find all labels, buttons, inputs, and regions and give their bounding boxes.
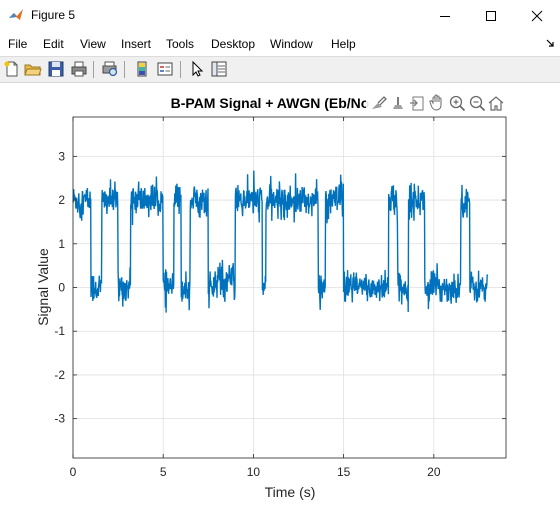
x-tick-label: 10 [247, 465, 261, 479]
x-tick-label: 15 [337, 465, 351, 479]
minimize-button[interactable] [422, 0, 468, 31]
x-tick-label: 20 [427, 465, 441, 479]
figure-canvas: 0 5 10 15 20 -3 -2 -1 0 1 2 3 B-PAM Signal + AWGN (… [0, 83, 560, 505]
export-icon[interactable] [410, 96, 424, 111]
chart-title: B-PAM Signal + AWGN (Eb/No [171, 95, 370, 111]
menu-view[interactable]: View [80, 37, 106, 51]
menu-insert[interactable]: Insert [121, 37, 152, 51]
y-tick-label: 2 [58, 193, 65, 207]
menu-help[interactable]: Help [331, 37, 356, 51]
close-button[interactable] [514, 0, 560, 31]
y-tick-label: -1 [54, 324, 65, 338]
menu-window[interactable]: Window [270, 37, 313, 51]
window-titlebar: Figure 5 [0, 0, 560, 31]
brush-icon[interactable] [372, 96, 387, 109]
open-file-icon[interactable] [24, 60, 42, 78]
property-inspector-icon[interactable] [210, 60, 228, 78]
y-tick-label: -2 [54, 368, 65, 382]
close-icon [531, 10, 543, 21]
minimize-icon [440, 15, 450, 17]
figure-toolbar [0, 57, 560, 83]
restore-view-icon[interactable] [488, 96, 504, 111]
maximize-button[interactable] [468, 0, 514, 31]
data-series [72, 170, 489, 313]
y-tick-label: 3 [58, 149, 65, 163]
pan-icon[interactable] [429, 94, 442, 111]
toolbar-separator [124, 61, 125, 78]
window-title: Figure 5 [31, 8, 76, 22]
x-tick-label: 5 [160, 465, 167, 479]
tick-marks: 0 5 10 15 20 -3 -2 -1 0 1 2 3 [54, 117, 506, 479]
menu-file[interactable]: File [8, 37, 28, 51]
save-icon[interactable] [47, 60, 65, 78]
print-preview-icon[interactable] [101, 60, 119, 78]
menu-edit[interactable]: Edit [43, 37, 64, 51]
y-tick-label: 1 [58, 237, 65, 251]
toolbar-separator [93, 61, 94, 78]
matlab-app-icon [9, 9, 23, 20]
maximize-icon [486, 10, 496, 21]
axes-toolbar [366, 91, 506, 115]
y-tick-label: -3 [54, 412, 65, 426]
menu-tools[interactable]: Tools [166, 37, 195, 51]
zoom-out-icon[interactable] [469, 95, 486, 112]
menu-bar: File Edit View Insert Tools Desktop Wind… [0, 31, 560, 57]
menu-desktop[interactable]: Desktop [211, 37, 256, 51]
dock-figure-icon[interactable] [546, 39, 554, 47]
y-tick-label: 0 [58, 281, 65, 295]
insert-legend-icon[interactable] [156, 60, 174, 78]
x-tick-label: 0 [70, 465, 77, 479]
x-axis-label: Time (s) [265, 484, 316, 500]
zoom-in-icon[interactable] [449, 95, 466, 112]
data-tips-icon[interactable] [393, 97, 403, 109]
print-icon[interactable] [70, 60, 88, 78]
edit-plot-arrow-icon[interactable] [188, 60, 206, 78]
plot-svg[interactable]: 0 5 10 15 20 -3 -2 -1 0 1 2 3 B-PAM Signal + AWGN (… [0, 83, 560, 505]
y-axis-label: Signal Value [35, 248, 51, 326]
new-figure-icon[interactable] [3, 60, 21, 78]
toolbar-separator [180, 61, 181, 78]
insert-colorbar-icon[interactable] [133, 60, 151, 78]
signal-line [72, 170, 489, 313]
